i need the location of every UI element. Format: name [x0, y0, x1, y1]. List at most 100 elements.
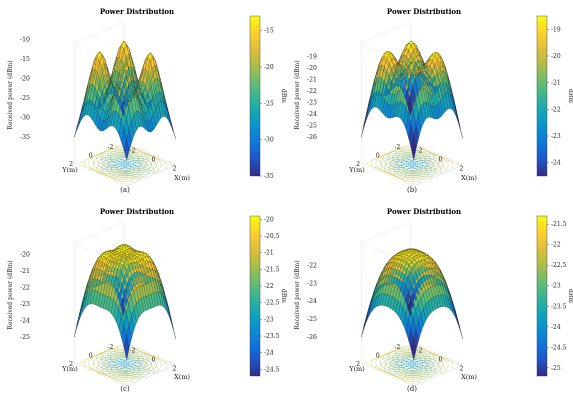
- y-tick-label: -2: [394, 144, 400, 151]
- colorbar-tick-label: -20: [551, 53, 561, 60]
- colorbar-tick-label: -23.5: [551, 303, 567, 310]
- y-tick-label: 2: [356, 361, 360, 368]
- colorbar: [249, 215, 261, 377]
- chart-title: Power Distribution: [100, 207, 174, 216]
- z-tick-label: -25: [20, 95, 30, 102]
- colorbar-label: dBm: [280, 289, 287, 303]
- z-tick-label: -24: [20, 317, 30, 324]
- colorbar-tick-label: -25: [264, 100, 274, 107]
- z-axis-label: Received power (dBm): [7, 60, 14, 129]
- z-tick-label: -20: [307, 65, 317, 72]
- panel-d: Power Distribution -22 -23 -24 -25 -26 Receive…: [287, 200, 573, 399]
- x-axis-label: X(m): [174, 174, 190, 182]
- panel-caption: (d): [407, 385, 417, 393]
- floor-contours: [78, 143, 171, 185]
- colorbar-tick-label: -22: [551, 242, 561, 249]
- surface-plot-c: Power Distribution-20-21-22-23-24-25Rece…: [7, 207, 287, 393]
- z-tick-label: -23: [307, 280, 317, 287]
- colorbar-tick-label: -15: [264, 28, 274, 35]
- z-tick-label: -24: [307, 111, 317, 118]
- chart-title: Power Distribution: [100, 7, 174, 16]
- colorbar-tick-label: -25: [551, 365, 561, 372]
- colorbar-tick-label: -35: [264, 173, 274, 180]
- z-tick-label: -23: [307, 100, 317, 107]
- x-tick-label: 0: [152, 157, 156, 164]
- colorbar-tick-label: -22: [264, 283, 274, 290]
- surface-plot-a: Power Distribution-10-15-20-25-30-35Rece…: [7, 7, 287, 194]
- colorbar-tick-label: -21: [264, 250, 274, 257]
- x-tick-label: -2: [416, 147, 422, 154]
- colorbar-tick-label: -20.5: [264, 233, 280, 240]
- colorbar-tick-label: -23.5: [264, 333, 280, 340]
- colorbar-tick-label: -21: [551, 80, 561, 87]
- x-tick-label: 2: [173, 166, 177, 173]
- x-tick-label: -2: [416, 347, 422, 354]
- z-tick-label: -10: [20, 36, 30, 43]
- x-tick-label: 2: [460, 366, 464, 373]
- y-axis-label: Y(m): [61, 166, 78, 174]
- y-tick-label: 0: [89, 153, 93, 160]
- x-axis-label: X(m): [461, 174, 477, 182]
- x-axis-label: X(m): [461, 373, 477, 381]
- z-axis-label: Received power (dBm): [294, 60, 301, 129]
- z-tick-label: -25: [307, 316, 317, 323]
- surface: [361, 40, 463, 161]
- colorbar-tick-label: -20: [264, 64, 274, 71]
- y-tick-label: -2: [107, 344, 113, 351]
- y-axis-label: Y(m): [61, 365, 78, 373]
- floor-contours: [365, 143, 458, 185]
- y-tick-label: 0: [376, 353, 380, 360]
- colorbar-tick-label: -24: [551, 160, 561, 167]
- z-tick-label: -15: [20, 56, 30, 63]
- z-tick-label: -19: [307, 54, 317, 61]
- surface: [74, 244, 176, 361]
- floor-contours: [365, 343, 458, 385]
- colorbar-tick-label: -23: [551, 283, 561, 290]
- x-tick-label: 0: [439, 357, 443, 364]
- z-tick-label: -25: [307, 123, 317, 130]
- colorbar-label: dBm: [567, 289, 573, 303]
- colorbar-label: dBm: [280, 89, 287, 103]
- z-tick-label: -24: [307, 298, 317, 305]
- chart-title: Power Distribution: [387, 207, 461, 216]
- y-tick-label: -2: [394, 344, 400, 351]
- panel-b: Power Distribution -19 -20 -21 -22 -23 -24 -25-…: [287, 0, 573, 200]
- y-tick-label: 2: [69, 161, 73, 168]
- colorbar-tick-label: -22.5: [551, 262, 567, 269]
- z-tick-label: -22: [307, 88, 317, 95]
- z-tick-label: -21: [307, 77, 317, 84]
- surface-plot-d: Power Distribution-22-23-24-25-26Receive…: [294, 207, 573, 393]
- y-axis-label: Y(m): [348, 365, 365, 373]
- z-tick-label: -22: [307, 262, 317, 269]
- z-tick-label: -26: [307, 334, 317, 341]
- colorbar-tick-label: -22.5: [264, 300, 280, 307]
- y-axis-label: Y(m): [348, 166, 365, 174]
- surface: [361, 248, 463, 361]
- colorbar-tick-label: -30: [264, 137, 274, 144]
- colorbar-tick-label: -24: [264, 350, 274, 357]
- x-tick-label: 2: [460, 166, 464, 173]
- x-tick-label: 0: [439, 157, 443, 164]
- panel-c: Power Distribution -20 -21 -22 -23 -24 -25 Rece…: [0, 200, 287, 399]
- y-tick-label: 0: [376, 153, 380, 160]
- z-tick-label: -23: [20, 301, 30, 308]
- colorbar-tick-label: -24.5: [551, 344, 567, 351]
- surface-plot-b: Power Distribution-19-20-21-22-23-24-25-…: [294, 7, 573, 194]
- colorbar-tick-label: -20: [264, 216, 274, 223]
- z-tick-label: -30: [20, 114, 30, 121]
- x-tick-label: -2: [129, 347, 135, 354]
- colorbar-tick-label: -22: [551, 106, 561, 113]
- panel-caption: (a): [120, 186, 130, 194]
- z-axis-label: Received power (dBm): [294, 260, 301, 329]
- z-axis-label: Received power (dBm): [7, 260, 14, 329]
- z-tick-label: -35: [20, 134, 30, 141]
- chart-title: Power Distribution: [387, 7, 461, 16]
- y-tick-label: 0: [89, 353, 93, 360]
- x-tick-label: -2: [129, 147, 135, 154]
- z-tick-label: -20: [20, 75, 30, 82]
- colorbar-tick-label: -21.5: [551, 221, 567, 228]
- z-tick-label: -25: [20, 334, 30, 341]
- colorbar-tick-label: -23: [551, 133, 561, 140]
- colorbar-tick-label: -21.5: [264, 266, 280, 273]
- z-tick-label: -22: [20, 284, 30, 291]
